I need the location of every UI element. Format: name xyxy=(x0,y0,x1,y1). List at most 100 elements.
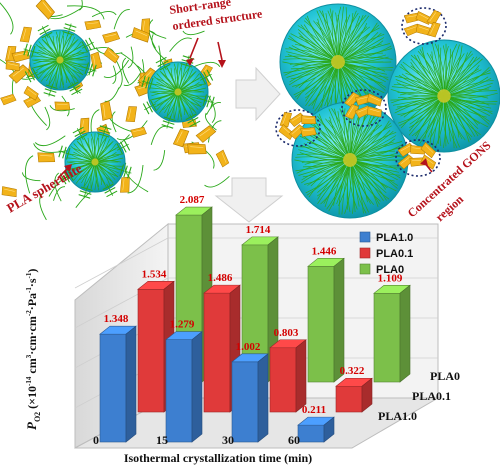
value-label-PLA1.0-60: 0.211 xyxy=(302,404,326,416)
legend-label-PLA0.1: PLA0.1 xyxy=(376,248,413,260)
gons-sheet xyxy=(131,27,150,43)
schematic-concentrated-gons xyxy=(275,3,500,219)
x-tick-0: 0 xyxy=(93,433,99,447)
ordered-chain-segment xyxy=(199,69,214,85)
value-label-PLA1.0-30: 1.002 xyxy=(236,341,261,353)
value-label-PLA0-0: 2.087 xyxy=(180,194,205,206)
ordered-chain-segment xyxy=(161,115,176,129)
spherulite xyxy=(387,39,500,153)
gons-sheet xyxy=(187,143,207,155)
gons-sheet xyxy=(125,106,137,123)
value-label-PLA0.1-30: 0.803 xyxy=(274,327,299,339)
ordered-chain-segment xyxy=(116,139,131,155)
ordered-chain-segment xyxy=(78,185,93,199)
gons-cluster-outline xyxy=(341,89,387,127)
gons-sheet xyxy=(103,47,120,64)
bar-PLA0.1-30 xyxy=(269,339,307,413)
gons-sheet xyxy=(366,93,383,107)
gons-sheet xyxy=(172,128,190,148)
ordered-chain-segment xyxy=(58,145,72,160)
value-label-PLA0.1-0: 1.534 xyxy=(142,268,167,280)
schematic-dispersed-gons xyxy=(0,0,230,221)
callout-short-range: Short-range ordered structure xyxy=(168,0,264,68)
ordered-chain-segment xyxy=(142,99,157,115)
ordered-chain-segment xyxy=(24,67,39,83)
x-tick-60: 60 xyxy=(288,433,300,447)
bar-PLA0-60 xyxy=(373,284,411,383)
x-tick-labels: 0 15 30 60 xyxy=(93,433,300,447)
gons-cluster-outline xyxy=(401,7,447,45)
spherulites-right xyxy=(279,3,500,219)
ordered-chain-segment xyxy=(23,43,37,58)
process-arrow-right xyxy=(235,66,281,122)
spherulite xyxy=(291,101,409,219)
spherulite xyxy=(147,61,209,123)
ordered-chain-segment xyxy=(62,23,77,37)
depth-label-PLA0: PLA0 xyxy=(430,369,460,383)
gons-sheet xyxy=(420,154,437,170)
gons-sheet xyxy=(90,51,103,71)
gons-clusters xyxy=(275,7,447,177)
process-arrow-down xyxy=(214,177,284,223)
x-tick-30: 30 xyxy=(222,433,234,447)
chart-bars xyxy=(99,206,411,443)
gons-sheet xyxy=(130,126,147,138)
ordered-chain-segment xyxy=(83,62,97,77)
gons-sheet xyxy=(420,141,436,159)
ordered-chain-segment xyxy=(97,125,112,139)
ordered-chain-segment xyxy=(72,126,88,141)
gons-sheet xyxy=(300,115,317,124)
spherulite xyxy=(29,29,91,91)
depth-label-PLA1.0: PLA1.0 xyxy=(378,409,417,423)
bar-PLA0-30 xyxy=(307,257,345,383)
gons-sheet xyxy=(426,9,442,26)
ordered-chain-segment xyxy=(102,183,118,198)
legend-swatch-PLA1.0 xyxy=(359,231,371,243)
ordered-chain-segment xyxy=(37,24,53,39)
ordered-chain-segment xyxy=(118,164,132,179)
value-label-PLA0-60: 1.109 xyxy=(378,272,403,284)
bar-PLA1.0-30 xyxy=(231,353,269,443)
legend-label-PLA1.0: PLA1.0 xyxy=(376,232,413,244)
depth-axis-labels: PLA0 PLA0.1 PLA1.0 xyxy=(378,369,460,423)
spherulites-left xyxy=(23,23,215,199)
legend-swatch-PLA0.1 xyxy=(359,247,371,259)
oxygen-permeability-chart: 2.087 1.714 1.446 1.109 1.534 1.486 0.803 0.322… xyxy=(24,194,460,465)
gons-sheet xyxy=(100,100,113,121)
gons-sheet xyxy=(5,60,20,71)
ordered-chain-segment xyxy=(141,75,155,90)
gons-sheet xyxy=(120,176,130,193)
bar-PLA1.0-15 xyxy=(165,331,203,443)
y-axis-label: PO2 (×10-14 cm3·cm·cm-2·Pa-1·s-1) xyxy=(24,269,42,430)
chart-legend: PLA1.0 PLA0.1 PLA0 xyxy=(359,231,413,276)
value-label-PLA1.0-15: 1.279 xyxy=(170,319,195,331)
value-label-PLA0-15: 1.714 xyxy=(246,224,271,236)
gons-sheet xyxy=(23,85,39,101)
ordered-chain-segment xyxy=(201,94,215,109)
spherulite xyxy=(64,131,126,193)
bar-PLA0.1-60 xyxy=(335,377,373,413)
gons-sheet xyxy=(35,0,56,20)
gons-sheet xyxy=(404,12,421,24)
bar-PLA1.0-0 xyxy=(99,325,137,443)
gons-sheet xyxy=(19,26,32,43)
ordered-chain-segment xyxy=(155,56,171,71)
value-label-PLA0.1-60: 0.322 xyxy=(340,365,365,377)
value-label-PLA1.0-0: 1.348 xyxy=(104,313,129,325)
value-label-PLA0-30: 1.446 xyxy=(312,245,337,257)
callout-spherulite: PLA spherulite xyxy=(4,160,85,215)
depth-label-PLA0.1: PLA0.1 xyxy=(412,389,451,403)
gons-sheet xyxy=(344,103,360,120)
gons-sheet xyxy=(344,91,360,108)
legend-label-PLA0: PLA0 xyxy=(376,264,404,276)
x-axis-label: Isothermal crystallization time (min) xyxy=(124,451,312,465)
ordered-chain-segment xyxy=(185,113,201,128)
label-spherulite: PLA spherulite xyxy=(4,160,85,215)
ordered-chain-segment xyxy=(43,83,58,97)
gons-sheet xyxy=(37,152,56,163)
gons-sheet xyxy=(1,186,17,198)
gons-sheet xyxy=(300,127,317,137)
gons-sheet xyxy=(215,149,230,168)
ordered-chain-segment xyxy=(67,81,83,96)
